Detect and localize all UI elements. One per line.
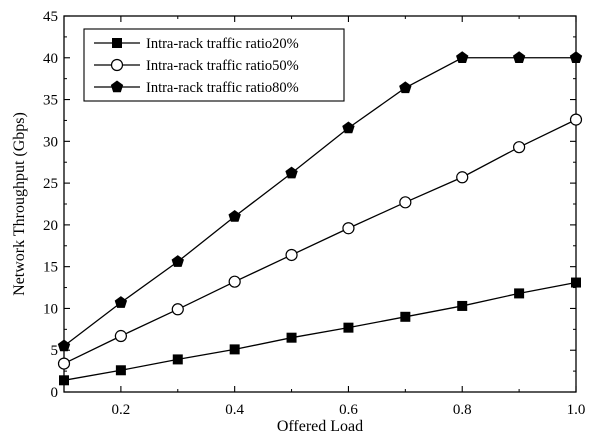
data-point bbox=[57, 339, 71, 352]
data-point bbox=[399, 81, 412, 94]
y-tick-label: 25 bbox=[43, 176, 58, 192]
legend-box bbox=[83, 28, 345, 102]
data-point bbox=[513, 141, 526, 154]
series-line bbox=[63, 57, 576, 347]
y-tick-label: 0 bbox=[51, 385, 59, 401]
data-point bbox=[286, 332, 297, 343]
legend-label: Intra-rack traffic ratio80% bbox=[146, 80, 299, 96]
y-tick-label: 40 bbox=[43, 51, 58, 67]
y-tick-label: 20 bbox=[43, 218, 58, 234]
data-point bbox=[171, 303, 184, 316]
y-tick-label: 30 bbox=[43, 134, 58, 150]
x-tick-label: 0.4 bbox=[225, 402, 244, 418]
data-point bbox=[228, 275, 241, 288]
legend-marker bbox=[110, 58, 124, 72]
x-tick-label: 0.6 bbox=[339, 402, 358, 418]
data-point bbox=[569, 113, 583, 126]
legend-marker bbox=[112, 38, 122, 48]
y-tick-label: 45 bbox=[43, 9, 58, 25]
data-point bbox=[342, 121, 355, 134]
x-tick-label: 1.0 bbox=[567, 402, 586, 418]
data-point bbox=[399, 196, 412, 209]
data-point bbox=[514, 288, 525, 299]
data-point bbox=[114, 296, 128, 308]
series-layer bbox=[57, 51, 583, 386]
y-tick-label: 15 bbox=[43, 260, 58, 276]
data-point bbox=[228, 210, 241, 222]
data-point bbox=[229, 344, 240, 355]
data-point bbox=[59, 375, 69, 386]
data-point bbox=[285, 248, 298, 262]
data-point bbox=[171, 255, 184, 267]
y-axis-title: Network Throughput (Gbps) bbox=[11, 112, 28, 296]
y-tick-label: 35 bbox=[43, 93, 58, 109]
x-tick-label: 0.8 bbox=[453, 402, 472, 418]
data-point bbox=[115, 365, 126, 376]
series-1 bbox=[59, 277, 581, 386]
data-point bbox=[456, 51, 469, 64]
y-tick-label: 5 bbox=[51, 343, 59, 359]
axis-ticks: 0 5 10 15 20 25 30 35 40 45 0.2 0.4 0.6 0.8 1.0 bbox=[43, 9, 585, 418]
legend-label: Intra-rack traffic ratio50% bbox=[146, 58, 299, 74]
x-tick-label: 0.2 bbox=[112, 402, 131, 418]
data-point bbox=[457, 300, 468, 311]
data-point bbox=[172, 354, 183, 365]
data-point bbox=[285, 166, 298, 179]
legend-marker bbox=[110, 80, 124, 93]
y-tick-label: 10 bbox=[43, 301, 58, 317]
data-point bbox=[569, 51, 583, 64]
legend-label: Intra-rack traffic ratio20% bbox=[146, 36, 299, 52]
data-point bbox=[114, 329, 127, 343]
series-2 bbox=[57, 113, 583, 370]
data-point bbox=[512, 51, 526, 64]
series-line bbox=[63, 281, 577, 381]
data-point bbox=[57, 357, 71, 370]
series-line bbox=[63, 119, 577, 365]
data-point bbox=[342, 222, 355, 235]
legend: Intra-rack traffic ratio20% Intra-rack tr… bbox=[83, 28, 345, 102]
data-point bbox=[400, 311, 411, 322]
series-3 bbox=[57, 51, 583, 352]
data-point bbox=[571, 277, 581, 288]
x-axis-title: Offered Load bbox=[277, 418, 363, 435]
data-point bbox=[456, 171, 469, 184]
data-point bbox=[343, 322, 354, 333]
